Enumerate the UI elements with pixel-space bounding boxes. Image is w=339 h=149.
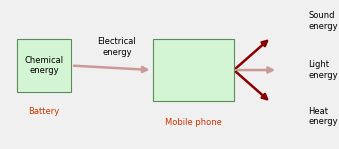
Text: Light
energy: Light energy [308,60,338,80]
Bar [153,39,234,101]
Bar [17,39,71,92]
Text: Electrical
energy: Electrical energy [98,37,136,57]
Text: Heat
energy: Heat energy [308,107,338,126]
Text: Chemical
energy: Chemical energy [24,56,64,75]
Text: Sound
energy: Sound energy [308,11,338,31]
Text: Mobile phone: Mobile phone [165,118,222,127]
Text: Battery: Battery [28,107,60,116]
